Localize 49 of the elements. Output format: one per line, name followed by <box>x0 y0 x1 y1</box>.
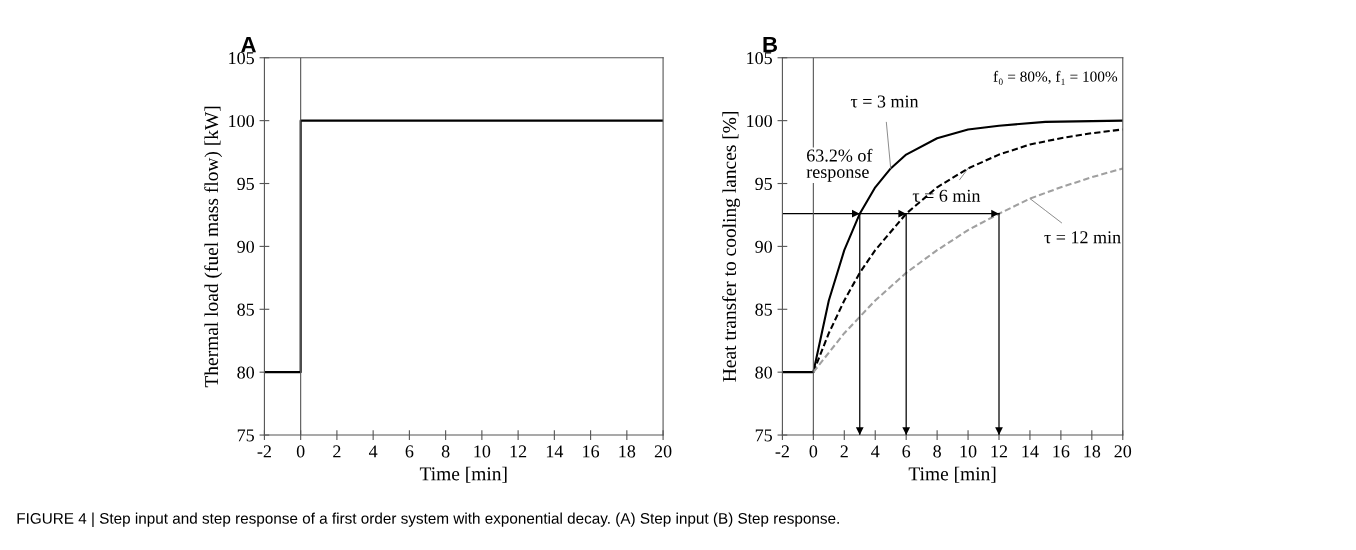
y-tick-label: 90 <box>237 240 255 253</box>
x-tick-label: 12 <box>991 445 1008 458</box>
y-tick-label: 80 <box>755 366 772 379</box>
annotation: 63.2% of response <box>806 148 873 182</box>
x-tick-label: 16 <box>583 445 600 458</box>
y-tick-label: 75 <box>237 429 254 442</box>
x-tick-label: -2 <box>775 445 789 458</box>
x-tick-label: 4 <box>871 445 880 458</box>
y-axis-title: Thermal load (fuel mass flow) [kW] <box>204 106 223 388</box>
y-tick-label: 90 <box>755 240 772 253</box>
x-tick-label: 0 <box>809 445 818 458</box>
x-tick-label: 6 <box>902 445 911 458</box>
y-axis-title: Heat transfer to cooling lances [%] <box>722 112 741 382</box>
x-tick-label: 18 <box>619 445 636 458</box>
y-tick-label: 75 <box>755 429 772 442</box>
x-tick-label: 8 <box>933 445 941 458</box>
x-tick-label: 16 <box>1053 445 1070 458</box>
x-tick-label: 0 <box>296 445 305 458</box>
annotation: f₀ = 80%, f₁ = 100% <box>993 70 1118 85</box>
y-tick-label: 105 <box>747 52 772 65</box>
x-tick-label: 2 <box>333 445 341 458</box>
x-tick-label: 10 <box>474 445 491 458</box>
y-tick-label: 100 <box>229 114 255 128</box>
y-tick-label: 95 <box>755 177 772 190</box>
chart-title: B <box>763 36 778 53</box>
series-label: τ = 3 min <box>850 95 919 108</box>
y-tick-label: 95 <box>237 177 254 190</box>
x-tick-label: 20 <box>654 445 672 458</box>
series-label: τ = 12 min <box>1044 231 1121 244</box>
x-tick-label: 18 <box>1084 445 1101 458</box>
x-tick-label: 12 <box>510 445 527 458</box>
x-tick-label: 14 <box>546 445 564 458</box>
x-tick-label: 2 <box>840 445 848 458</box>
x-tick-label: 20 <box>1114 445 1132 458</box>
x-tick-label: 6 <box>405 445 414 458</box>
y-tick-label: 105 <box>229 52 254 65</box>
y-tick-label: 100 <box>747 114 772 128</box>
x-tick-label: 4 <box>368 445 378 458</box>
x-tick-label: 14 <box>1022 445 1039 458</box>
caption: FIGURE 4 | Step input and step response of a first order system with exponential decay. (A) Step input (B) Step response. <box>17 512 839 527</box>
y-tick-label: 80 <box>237 366 255 379</box>
x-tick-label: 10 <box>960 445 977 458</box>
x-tick-label: 8 <box>441 445 450 458</box>
x-axis-title: Time [min] <box>908 466 996 483</box>
y-tick-label: 85 <box>237 303 254 316</box>
y-tick-label: 85 <box>755 303 772 316</box>
chart-title: A <box>241 36 256 53</box>
x-axis-title: Time [min] <box>419 466 507 483</box>
x-tick-label: -2 <box>257 445 271 458</box>
